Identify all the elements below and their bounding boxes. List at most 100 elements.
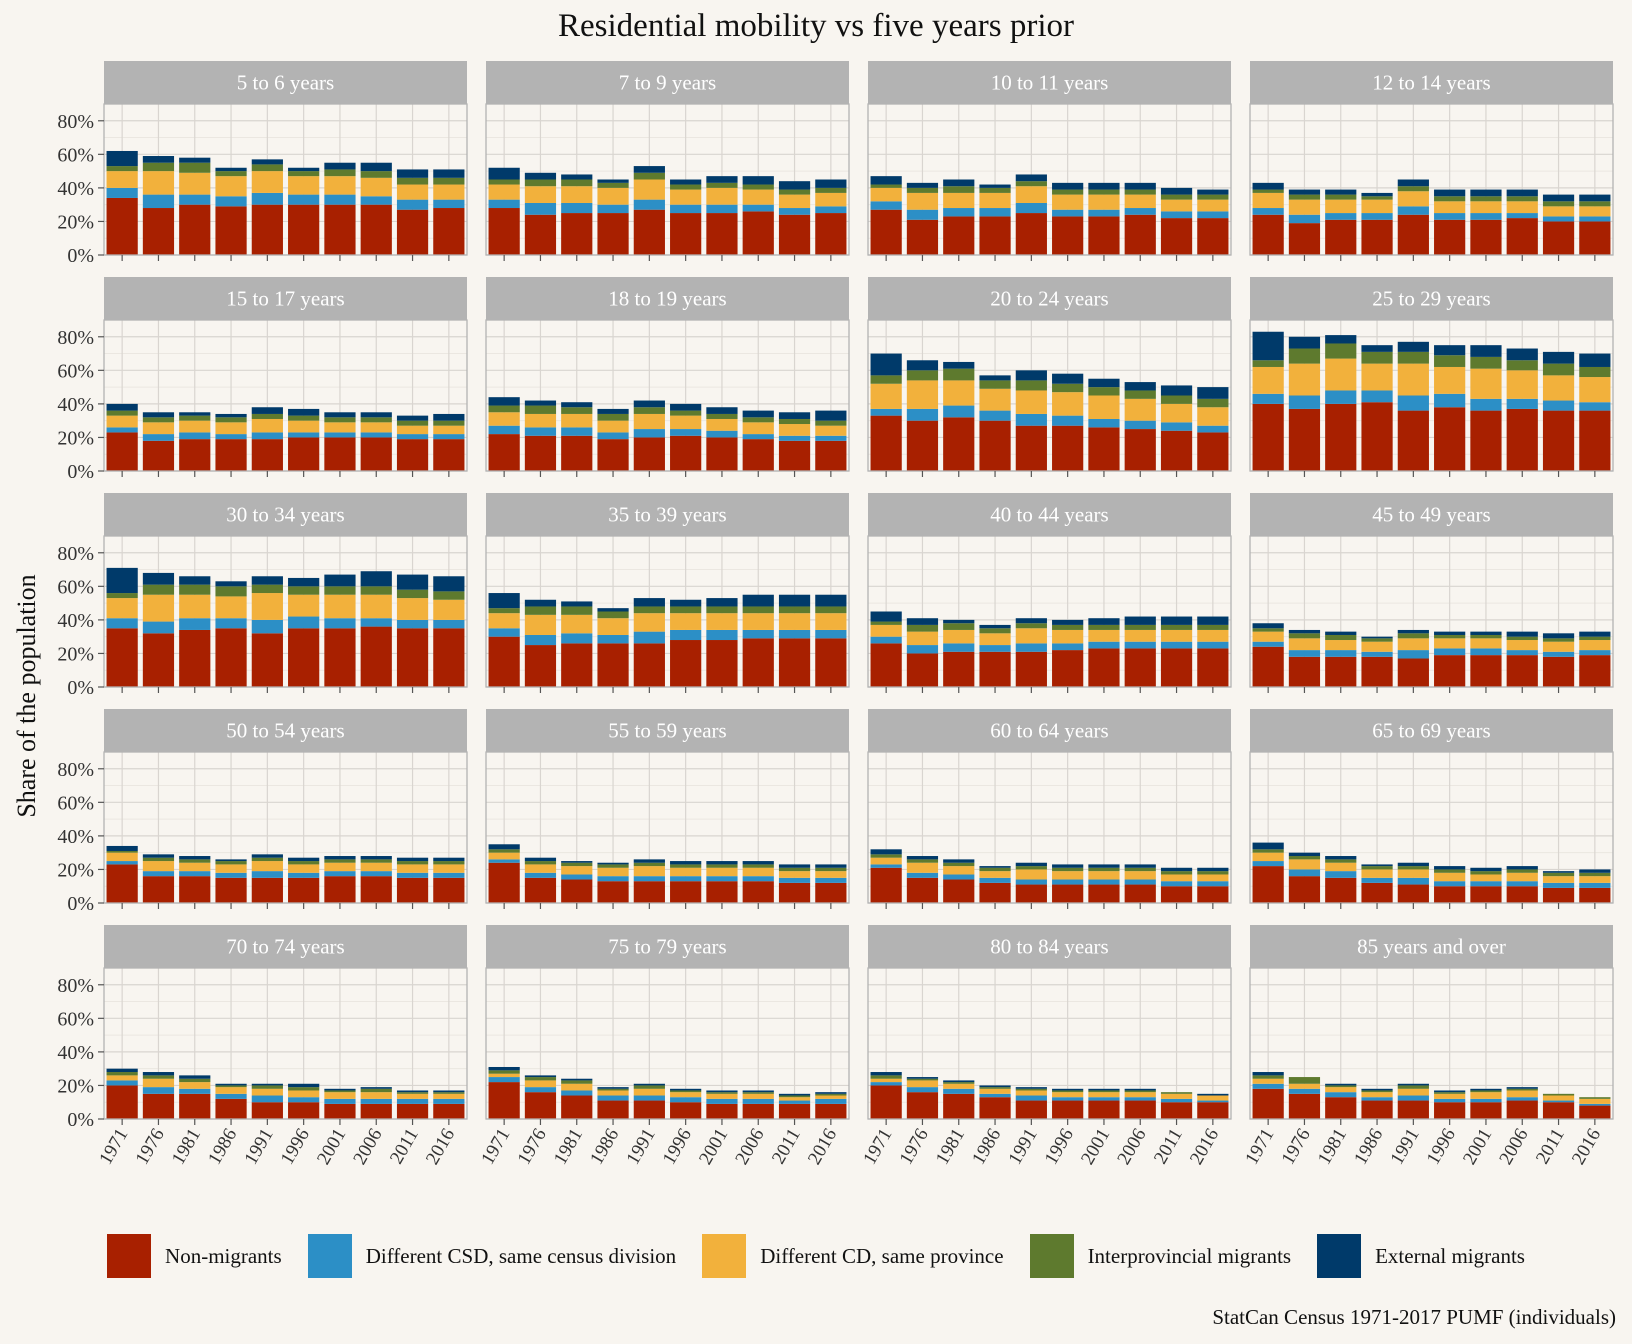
bar-segment-different-cd [561, 186, 593, 203]
bar-segment-interprovincial [142, 162, 175, 172]
bar-segment-non-migrants [1434, 1102, 1466, 1119]
bar-segment-non-migrants [1506, 1100, 1538, 1119]
bar-segment-different-csd [524, 427, 557, 436]
bar-segment-different-cd [1088, 395, 1120, 419]
bar-segment-non-migrants [1088, 216, 1120, 255]
bar-segment-external [1361, 192, 1393, 197]
bar-segment-different-csd [524, 634, 557, 646]
bar-segment-interprovincial [906, 187, 939, 193]
bar-segment-interprovincial [979, 628, 1011, 634]
bar-segment-non-migrants [815, 213, 847, 255]
bar-segment-different-csd [633, 199, 665, 210]
bar-segment-non-migrants [488, 862, 520, 903]
facet-label: 18 to 19 years [608, 287, 726, 311]
x-tick-label: 2006 [349, 1125, 386, 1168]
bar-segment-external [360, 162, 392, 172]
bar-segment-different-cd [106, 171, 138, 188]
bar-segment-interprovincial [433, 591, 465, 600]
bar-segment-interprovincial [106, 850, 138, 853]
y-tick-label: 0% [67, 245, 94, 267]
bar-segment-non-migrants [943, 216, 975, 255]
bar-segment-external [1015, 618, 1047, 624]
bar-segment-external [1470, 1088, 1502, 1091]
bar-segment-different-cd [142, 422, 175, 435]
bar-segment-external [106, 403, 138, 411]
bar-segment-different-cd [1325, 199, 1357, 214]
bar-segment-different-cd [1325, 358, 1357, 391]
panel-border [1249, 535, 1614, 688]
bar-segment-different-csd [1088, 641, 1120, 649]
bar-segment-different-cd [1124, 871, 1156, 880]
bar-segment-external [943, 179, 975, 187]
bar-segment-external [706, 598, 738, 607]
bar-segment-external [524, 400, 557, 406]
bar-segment-different-csd [1325, 213, 1357, 220]
bar-segment-non-migrants [288, 1102, 320, 1119]
bar-segment-different-cd [179, 172, 211, 195]
bar-segment-interprovincial [1197, 624, 1229, 630]
bar-segment-different-cd [979, 1088, 1011, 1094]
bar-segment-different-cd [778, 424, 811, 436]
bar-segment-different-csd [215, 872, 247, 878]
bar-segment-external [1160, 867, 1193, 872]
bar-segment-different-cd [633, 1088, 665, 1096]
panel-border [867, 751, 1232, 904]
bar-segment-non-migrants [1088, 884, 1120, 903]
bar-segment-non-migrants [742, 881, 774, 903]
bar-segment-interprovincial [251, 857, 283, 862]
bar-segment-non-migrants [1397, 410, 1429, 471]
bar-segment-external [215, 581, 247, 587]
bar-segment-different-cd [324, 862, 356, 872]
bar-segment-different-cd [1288, 638, 1321, 651]
bar-segment-different-cd [1397, 363, 1429, 396]
bar-segment-external [1434, 631, 1466, 635]
bar-segment-interprovincial [815, 606, 847, 614]
bar-segment-external [943, 859, 975, 863]
facet-strip [1250, 709, 1613, 752]
bar-segment-different-cd [1088, 629, 1120, 642]
facet-panel: 40 to 44 years [867, 493, 1232, 693]
bar-segment-non-migrants [1579, 1105, 1611, 1119]
bar-segment-different-csd [1052, 643, 1084, 651]
bar-segment-interprovincial [979, 867, 1011, 872]
bar-segment-interprovincial [106, 1072, 138, 1076]
bar-segment-interprovincial [396, 420, 429, 426]
bar-segment-different-csd [396, 872, 429, 878]
bar-segment-interprovincial [215, 417, 247, 423]
bar-segment-different-csd [1124, 879, 1156, 885]
bar-segment-non-migrants [1361, 219, 1393, 255]
facet-strip [1250, 277, 1613, 320]
bar-segment-external [597, 608, 629, 612]
bar-segment-external [1361, 864, 1393, 867]
bar-segment-interprovincial [1361, 638, 1393, 642]
bar-segment-different-cd [906, 631, 939, 646]
bar-segment-interprovincial [597, 413, 629, 421]
bar-segment-external [1325, 189, 1357, 195]
bar-segment-non-migrants [1361, 882, 1393, 903]
bar-segment-non-migrants [1197, 886, 1229, 903]
bar-segment-external [1124, 616, 1156, 625]
y-tick-label: 0% [67, 1109, 94, 1131]
bar-segment-non-migrants [633, 209, 665, 255]
bar-segment-interprovincial [324, 586, 356, 595]
bar-segment-interprovincial [1434, 869, 1466, 873]
bar-segment-interprovincial [1579, 201, 1611, 207]
bar-segment-different-cd [979, 871, 1011, 878]
bar-segment-external [251, 1083, 283, 1086]
bar-segment-different-cd [561, 614, 593, 634]
bar-segment-interprovincial [1252, 360, 1284, 367]
bar-segment-external [943, 619, 975, 624]
bar-segment-interprovincial [288, 1087, 320, 1091]
y-tick-label: 80% [57, 543, 94, 565]
bar-segment-different-cd [1579, 206, 1611, 217]
bar-segment-non-migrants [1124, 1100, 1156, 1119]
x-tick-label: 1971 [477, 1125, 514, 1168]
bar-segment-different-cd [1288, 859, 1321, 870]
bar-segment-different-cd [1252, 631, 1284, 642]
bar-segment-interprovincial [1197, 398, 1229, 408]
bar-segment-external [670, 1088, 702, 1091]
bar-segment-different-csd [1579, 216, 1611, 222]
bar-segment-interprovincial [488, 849, 520, 853]
bar-segment-different-cd [1434, 366, 1466, 394]
